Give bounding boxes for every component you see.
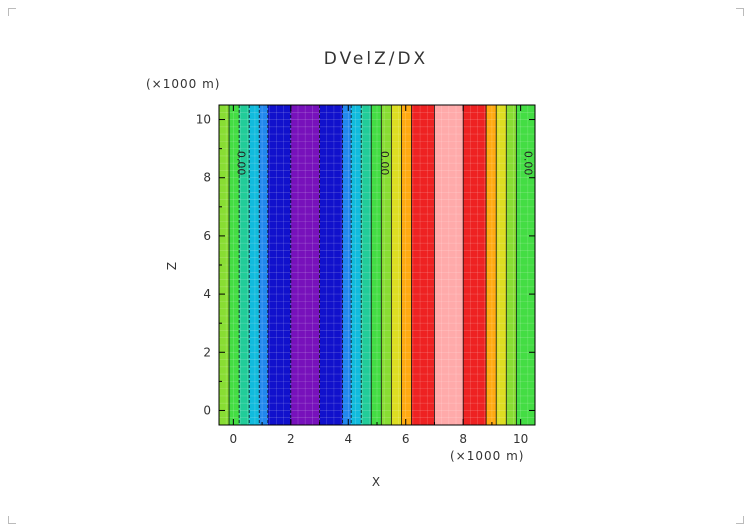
color-band-6 — [290, 105, 320, 425]
color-band-17 — [463, 105, 487, 425]
color-band-4 — [259, 105, 268, 425]
crop-mark-bottom-right-v — [743, 516, 744, 524]
color-band-21 — [516, 105, 535, 425]
x-axis-ticks: 0 2 4 6 8 10 — [230, 105, 528, 446]
y-tick-label: 6 — [203, 229, 211, 243]
y-tick-label: 8 — [203, 171, 211, 185]
color-bands — [219, 105, 535, 425]
x-tick-label: 2 — [287, 432, 295, 446]
crop-mark-top-right — [736, 8, 744, 9]
y-tick-label: 0 — [203, 403, 211, 417]
color-band-20 — [506, 105, 517, 425]
crop-mark-top-left — [8, 8, 16, 9]
color-band-16 — [434, 105, 464, 425]
color-band-2 — [239, 105, 250, 425]
x-axis-unit: (×1000 m) — [450, 449, 524, 463]
crop-mark-bottom-left-v — [8, 516, 9, 524]
crop-mark-bottom-left — [8, 523, 16, 524]
crop-mark-bottom-right — [736, 523, 744, 524]
y-tick-label: 4 — [203, 287, 211, 301]
y-tick-label: 10 — [196, 113, 211, 127]
x-tick-label: 8 — [459, 432, 467, 446]
chart-title: DVelZ/DX — [324, 49, 428, 69]
color-band-9 — [351, 105, 362, 425]
x-tick-label: 10 — [513, 432, 528, 446]
color-band-5 — [267, 105, 291, 425]
y-tick-label: 2 — [203, 345, 211, 359]
x-axis-label: X — [372, 475, 380, 489]
color-band-14 — [401, 105, 412, 425]
color-band-18 — [486, 105, 497, 425]
y-axis-unit: (×1000 m) — [146, 77, 220, 91]
crop-mark-top-right-v — [743, 8, 744, 16]
color-band-3 — [249, 105, 260, 425]
color-band-7 — [319, 105, 343, 425]
x-tick-label: 6 — [402, 432, 410, 446]
color-band-1 — [229, 105, 240, 425]
contour-label-1: 0.00 — [378, 151, 391, 176]
color-band-8 — [342, 105, 352, 425]
contour-lines — [228, 105, 517, 425]
color-band-12 — [381, 105, 392, 425]
color-band-15 — [411, 105, 435, 425]
y-axis-ticks: 0 2 4 6 8 10 — [196, 113, 535, 417]
x-tick-label: 0 — [230, 432, 238, 446]
crop-mark-top-left-v — [8, 8, 9, 16]
contour-label-0: 0.00 — [234, 151, 247, 176]
contour-label-2: 0.00 — [522, 151, 535, 176]
color-band-19 — [496, 105, 507, 425]
color-band-10 — [361, 105, 372, 425]
color-band-13 — [391, 105, 402, 425]
contour-labels: 0.00 0.00 0.00 — [234, 151, 534, 176]
x-tick-label: 4 — [344, 432, 352, 446]
color-band-0 — [219, 105, 230, 425]
y-axis-label: Z — [165, 262, 179, 270]
color-band-11 — [371, 105, 382, 425]
